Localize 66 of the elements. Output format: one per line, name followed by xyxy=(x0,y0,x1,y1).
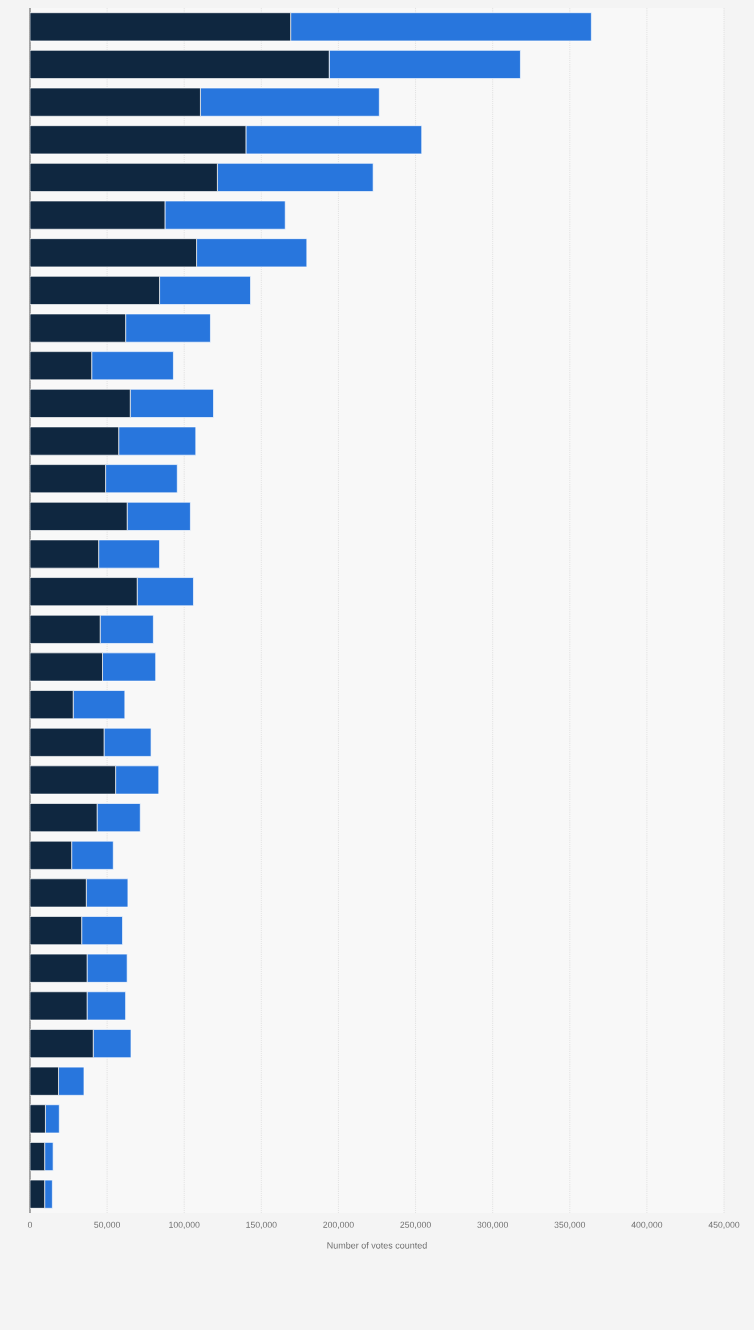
bar xyxy=(86,991,126,1021)
bar xyxy=(30,878,87,908)
bar xyxy=(164,200,286,230)
bar xyxy=(102,652,157,682)
x-axis-title: Number of votes counted xyxy=(327,1242,427,1249)
bar xyxy=(126,501,191,531)
bar xyxy=(44,1142,54,1171)
bar xyxy=(92,1029,132,1059)
x-tick-label: 400,000 xyxy=(631,1221,663,1229)
bar xyxy=(30,50,330,79)
bar xyxy=(30,12,291,42)
bar xyxy=(30,690,74,720)
bar xyxy=(30,1029,94,1059)
bar xyxy=(85,878,129,908)
bar xyxy=(72,690,126,720)
bar xyxy=(30,803,98,833)
bar xyxy=(81,916,123,946)
bar xyxy=(30,953,88,983)
bar xyxy=(98,539,160,569)
bar xyxy=(136,577,194,607)
bar xyxy=(103,727,152,757)
x-tick-label: 300,000 xyxy=(477,1221,508,1229)
bar xyxy=(58,1066,85,1096)
bar xyxy=(99,614,154,644)
bar xyxy=(30,464,106,494)
bar xyxy=(30,652,103,682)
bar xyxy=(71,840,114,870)
x-tick-label: 50,000 xyxy=(94,1221,121,1229)
bar xyxy=(91,351,174,381)
bar xyxy=(30,840,72,870)
x-tick-label: 0 xyxy=(27,1221,33,1228)
bar xyxy=(118,426,197,456)
bar xyxy=(30,614,101,644)
bar xyxy=(125,313,211,343)
bar xyxy=(30,426,120,456)
bar xyxy=(30,87,201,117)
x-tick-label: 150,000 xyxy=(246,1221,277,1229)
bar xyxy=(30,200,166,230)
bar xyxy=(30,275,160,305)
bar xyxy=(30,1066,59,1096)
bar xyxy=(30,313,126,343)
bar xyxy=(30,351,93,381)
bar xyxy=(30,501,128,531)
bar xyxy=(86,953,128,983)
bar xyxy=(30,125,247,155)
bar xyxy=(96,803,141,833)
x-tick-label: 200,000 xyxy=(323,1221,354,1229)
bar xyxy=(30,388,131,418)
bar xyxy=(115,765,160,795)
bar xyxy=(196,238,308,268)
bar xyxy=(45,1104,60,1134)
bar xyxy=(30,991,88,1021)
bar xyxy=(30,162,218,192)
bar xyxy=(105,464,178,494)
bar xyxy=(30,539,99,569)
bar xyxy=(30,577,138,607)
x-tick-label: 350,000 xyxy=(554,1221,586,1229)
x-tick-label: 450,000 xyxy=(708,1221,740,1229)
bar xyxy=(129,388,214,418)
bar xyxy=(30,238,197,268)
bar xyxy=(30,916,82,946)
bar xyxy=(30,727,105,757)
bar xyxy=(30,765,116,795)
x-tick-label: 100,000 xyxy=(169,1221,200,1229)
bar xyxy=(159,275,251,305)
x-tick-label: 250,000 xyxy=(400,1221,431,1229)
